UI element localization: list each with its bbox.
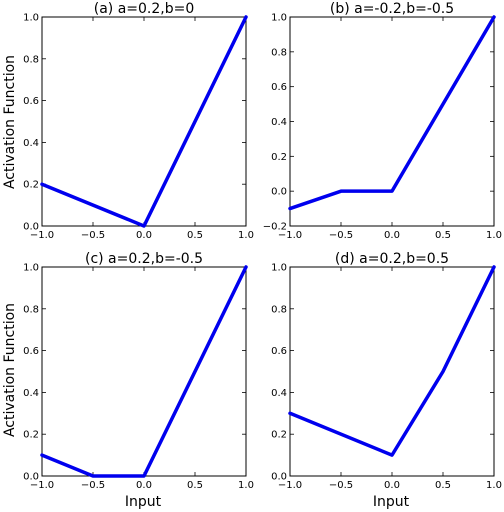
y-tick-label: 0.8 xyxy=(271,304,287,315)
y-tick-label: 0.0 xyxy=(271,187,287,198)
x-tick-label: 1.0 xyxy=(238,230,254,241)
activation-line xyxy=(288,15,496,211)
x-tick-label: 0.5 xyxy=(187,480,203,491)
y-tick-label: 0.4 xyxy=(23,388,39,399)
activation-line xyxy=(40,15,248,228)
y-tick-label: 0.4 xyxy=(271,117,287,128)
y-tick-label: 0.2 xyxy=(23,180,39,191)
y-tick-label: 1.0 xyxy=(23,263,39,274)
y-tick-label: 0.2 xyxy=(271,430,287,441)
y-tick-label: 0.8 xyxy=(271,47,287,58)
x-tick-label: 1.0 xyxy=(238,480,254,491)
y-axis-label-top: Activation Function xyxy=(2,55,18,189)
x-tick-label: −0.5 xyxy=(329,480,353,491)
y-tick-label: 0.8 xyxy=(23,54,39,65)
x-axis-label-left: Input xyxy=(125,494,162,510)
x-tick-label: −0.5 xyxy=(329,230,353,241)
activation-line xyxy=(40,265,248,478)
y-axis-label-bottom: Activation Function xyxy=(2,303,18,437)
y-tick-label: 0.8 xyxy=(23,304,39,315)
plot-frame xyxy=(41,266,247,477)
panel-d: (d) a=0.2,b=0.5 −1.0 −0.5 0.0 0.5 1.0 0.0 0.2 0.… xyxy=(271,251,502,491)
y-tick-label: 0.6 xyxy=(23,96,39,107)
plot-frame xyxy=(41,16,247,227)
x-tick-label: 0.0 xyxy=(384,480,400,491)
panel-title: (d) a=0.2,b=0.5 xyxy=(335,251,449,267)
y-tick-label: 0.0 xyxy=(23,472,39,483)
x-tick-label: 1.0 xyxy=(486,480,502,491)
panel-a: (a) a=0.2,b=0 −1.0 −0.5 0.0 0.5 1.0 0.0 0.2 0.4 0… xyxy=(23,1,254,241)
y-tick-label: 0.6 xyxy=(271,346,287,357)
x-tick-label: −0.5 xyxy=(81,230,105,241)
y-tick-label: 1.0 xyxy=(23,13,39,24)
panel-title: (a) a=0.2,b=0 xyxy=(94,1,195,17)
x-tick-label: 0.5 xyxy=(435,230,451,241)
y-tick-label: 1.0 xyxy=(271,13,287,24)
y-tick-label: 0.6 xyxy=(23,346,39,357)
y-tick-label: 0.6 xyxy=(271,82,287,93)
plot-frame xyxy=(289,16,495,227)
y-tick-label: 0.2 xyxy=(23,430,39,441)
x-tick-label: 0.0 xyxy=(384,230,400,241)
panel-b: (b) a=-0.2,b=-0.5 −1.0 −0.5 0.0 0.5 1.0 −0.2 0.… xyxy=(263,1,502,241)
x-axis-label-right: Input xyxy=(373,494,410,510)
panel-title: (c) a=0.2,b=-0.5 xyxy=(85,251,203,267)
y-tick-label: 0.4 xyxy=(271,388,287,399)
y-tick-label: 0.2 xyxy=(271,152,287,163)
activation-line xyxy=(288,265,496,457)
x-tick-label: 0.0 xyxy=(136,480,152,491)
y-tick-label: 0.0 xyxy=(23,222,39,233)
panels-group: (a) a=0.2,b=0 −1.0 −0.5 0.0 0.5 1.0 0.0 0.2 0.4 0… xyxy=(23,1,502,491)
panel-c: (c) a=0.2,b=-0.5 −1.0 −0.5 0.0 0.5 1.0 0.0 0.2 0… xyxy=(23,251,254,491)
x-tick-label: −1.0 xyxy=(278,480,302,491)
x-tick-label: 1.0 xyxy=(486,230,502,241)
y-tick-label: 0.0 xyxy=(271,472,287,483)
y-tick-label: −0.2 xyxy=(263,222,287,233)
x-tick-label: 0.0 xyxy=(136,230,152,241)
x-tick-label: 0.5 xyxy=(435,480,451,491)
panel-title: (b) a=-0.2,b=-0.5 xyxy=(330,1,454,17)
x-tick-label: −1.0 xyxy=(30,480,54,491)
y-tick-label: 0.4 xyxy=(23,138,39,149)
x-tick-label: −1.0 xyxy=(278,230,302,241)
x-tick-label: 0.5 xyxy=(187,230,203,241)
y-tick-label: 1.0 xyxy=(271,263,287,274)
x-tick-label: −0.5 xyxy=(81,480,105,491)
x-tick-label: −1.0 xyxy=(30,230,54,241)
plot-frame xyxy=(289,266,495,477)
